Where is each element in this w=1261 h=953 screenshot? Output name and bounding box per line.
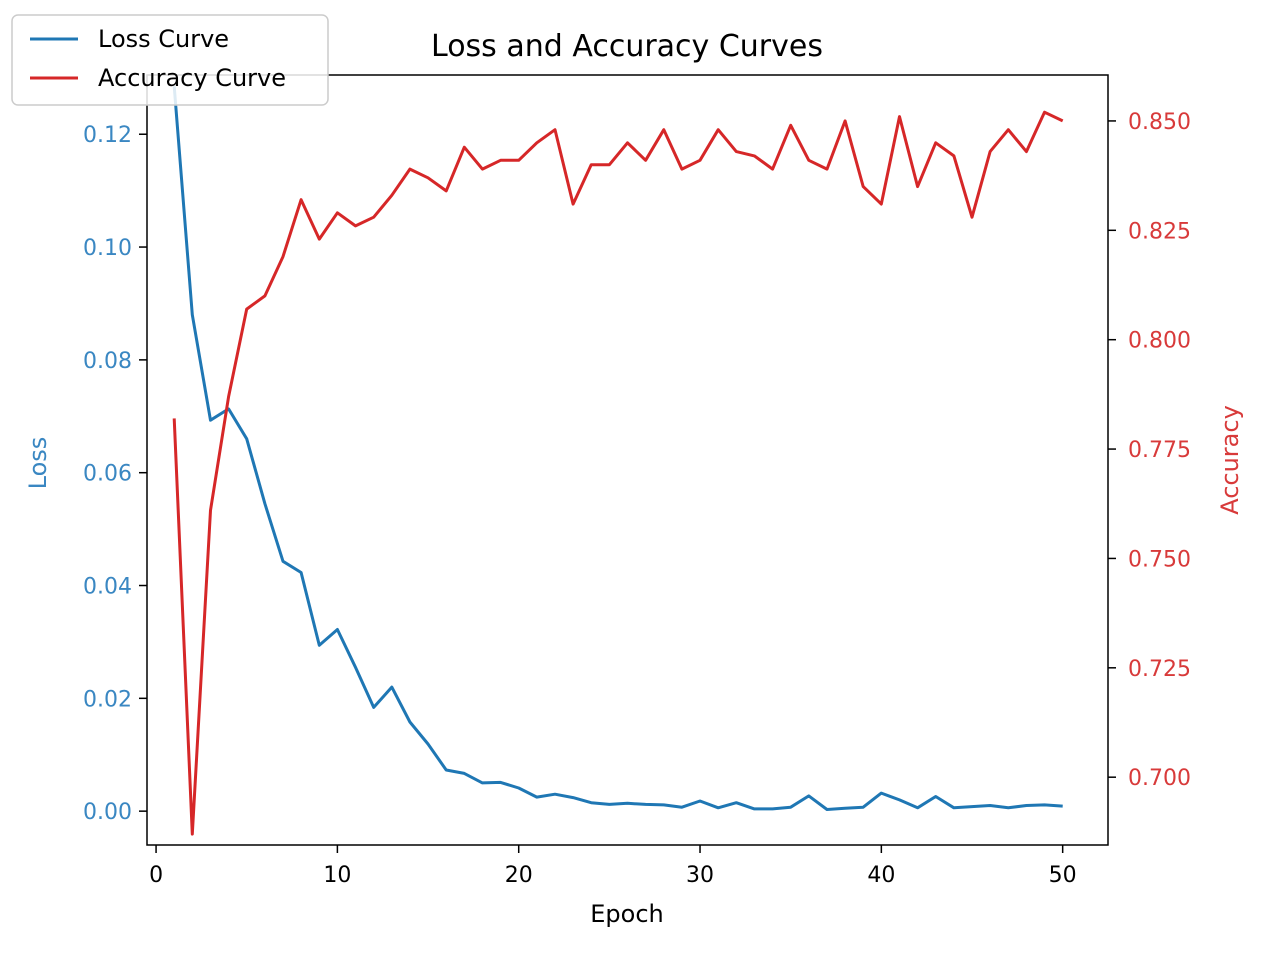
x-tick-label: 20 — [505, 863, 533, 888]
left-y-tick-label: 0.12 — [83, 123, 132, 148]
right-y-tick-label: 0.775 — [1128, 438, 1191, 463]
left-y-axis: 0.00 0.02 0.04 0.06 0.08 0.10 0.12 — [83, 123, 147, 825]
plot-area — [146, 74, 1109, 846]
x-tick-label: 10 — [323, 863, 351, 888]
series-line-loss-curve — [172, 86, 1063, 811]
chart-title: Loss and Accuracy Curves — [431, 29, 823, 64]
x-tick-label: 30 — [686, 863, 714, 888]
left-y-tick-label: 0.10 — [83, 236, 132, 261]
left-y-tick-label: 0.04 — [83, 575, 132, 600]
left-y-tick-label: 0.02 — [83, 687, 132, 712]
plot-frame — [146, 74, 1109, 846]
right-y-tick-label: 0.800 — [1128, 329, 1191, 354]
x-tick-label: 50 — [1049, 863, 1077, 888]
series-line-accuracy-curve — [172, 110, 1064, 836]
legend-label-loss: Loss Curve — [98, 25, 229, 53]
left-y-tick-label: 0.00 — [83, 800, 132, 825]
right-y-tick-label: 0.725 — [1128, 657, 1191, 682]
right-y-tick-label: 0.750 — [1128, 547, 1191, 572]
x-tick-label: 40 — [867, 863, 895, 888]
legend: Loss Curve Accuracy Curve — [11, 14, 329, 106]
legend-label-accuracy: Accuracy Curve — [98, 64, 286, 92]
right-y-tick-label: 0.850 — [1128, 110, 1191, 135]
left-y-tick-label: 0.08 — [83, 349, 132, 374]
right-y-tick-label: 0.825 — [1128, 219, 1191, 244]
x-axis-label: Epoch — [590, 900, 664, 928]
x-tick-label: 0 — [149, 863, 163, 888]
right-y-axis: 0.700 0.725 0.750 0.775 0.800 0.825 0.850 — [1108, 110, 1191, 791]
left-y-axis-label: Loss — [24, 437, 52, 490]
x-axis: 0 10 20 30 40 50 — [149, 845, 1077, 888]
left-y-tick-label: 0.06 — [83, 462, 132, 487]
legend-box — [11, 14, 329, 106]
right-y-tick-label: 0.700 — [1128, 766, 1191, 791]
right-y-axis-label: Accuracy — [1216, 405, 1244, 515]
